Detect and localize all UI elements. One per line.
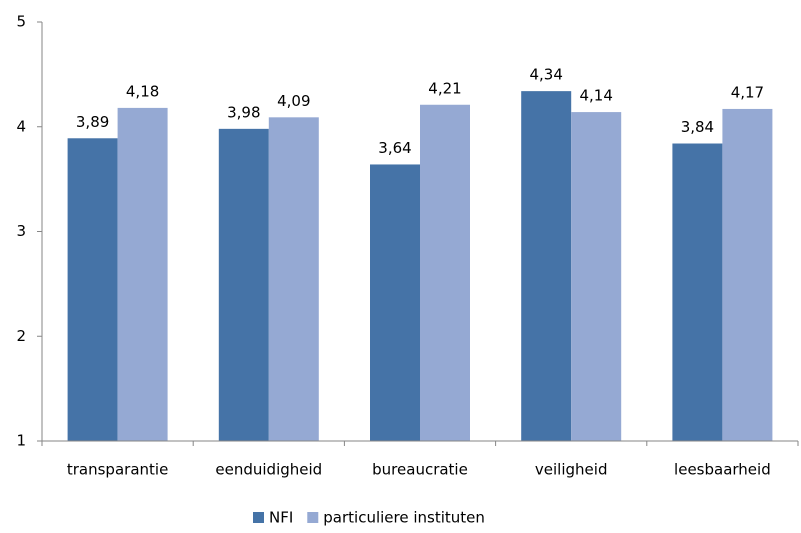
value-label: 4,17 xyxy=(731,83,764,101)
value-label: 4,34 xyxy=(529,66,562,84)
value-label: 4,09 xyxy=(277,92,310,110)
y-tick-label: 2 xyxy=(16,327,26,345)
value-label: 4,18 xyxy=(126,82,159,100)
legend-label: NFI xyxy=(269,509,293,527)
bar xyxy=(672,143,723,441)
x-tick-label: veiligheid xyxy=(535,461,608,479)
x-tick-label: bureaucratie xyxy=(372,461,468,479)
legend-swatch xyxy=(307,512,319,523)
y-tick-label: 5 xyxy=(16,13,26,31)
x-tick-label: transparantie xyxy=(67,461,168,479)
bar xyxy=(722,108,773,441)
legend-swatch xyxy=(253,512,264,523)
bar xyxy=(67,138,118,441)
bar xyxy=(571,112,622,442)
bar xyxy=(420,104,470,441)
bar xyxy=(218,128,269,441)
y-tick-label: 3 xyxy=(16,222,26,240)
value-label: 4,21 xyxy=(428,79,461,97)
value-label: 3,98 xyxy=(227,103,260,121)
bar xyxy=(370,164,420,441)
value-label: 3,89 xyxy=(76,113,109,131)
bar xyxy=(521,91,572,441)
x-tick-label: eenduidigheid xyxy=(215,461,322,479)
value-label: 3,84 xyxy=(681,118,714,136)
legend-label: particuliere instituten xyxy=(323,509,485,527)
bar xyxy=(117,107,168,442)
y-tick-label: 4 xyxy=(16,117,26,135)
x-tick-label: leesbaarheid xyxy=(674,461,771,479)
value-label: 4,14 xyxy=(579,87,612,105)
y-tick-label: 1 xyxy=(16,432,26,450)
value-label: 3,64 xyxy=(378,139,411,157)
bar xyxy=(268,117,319,441)
